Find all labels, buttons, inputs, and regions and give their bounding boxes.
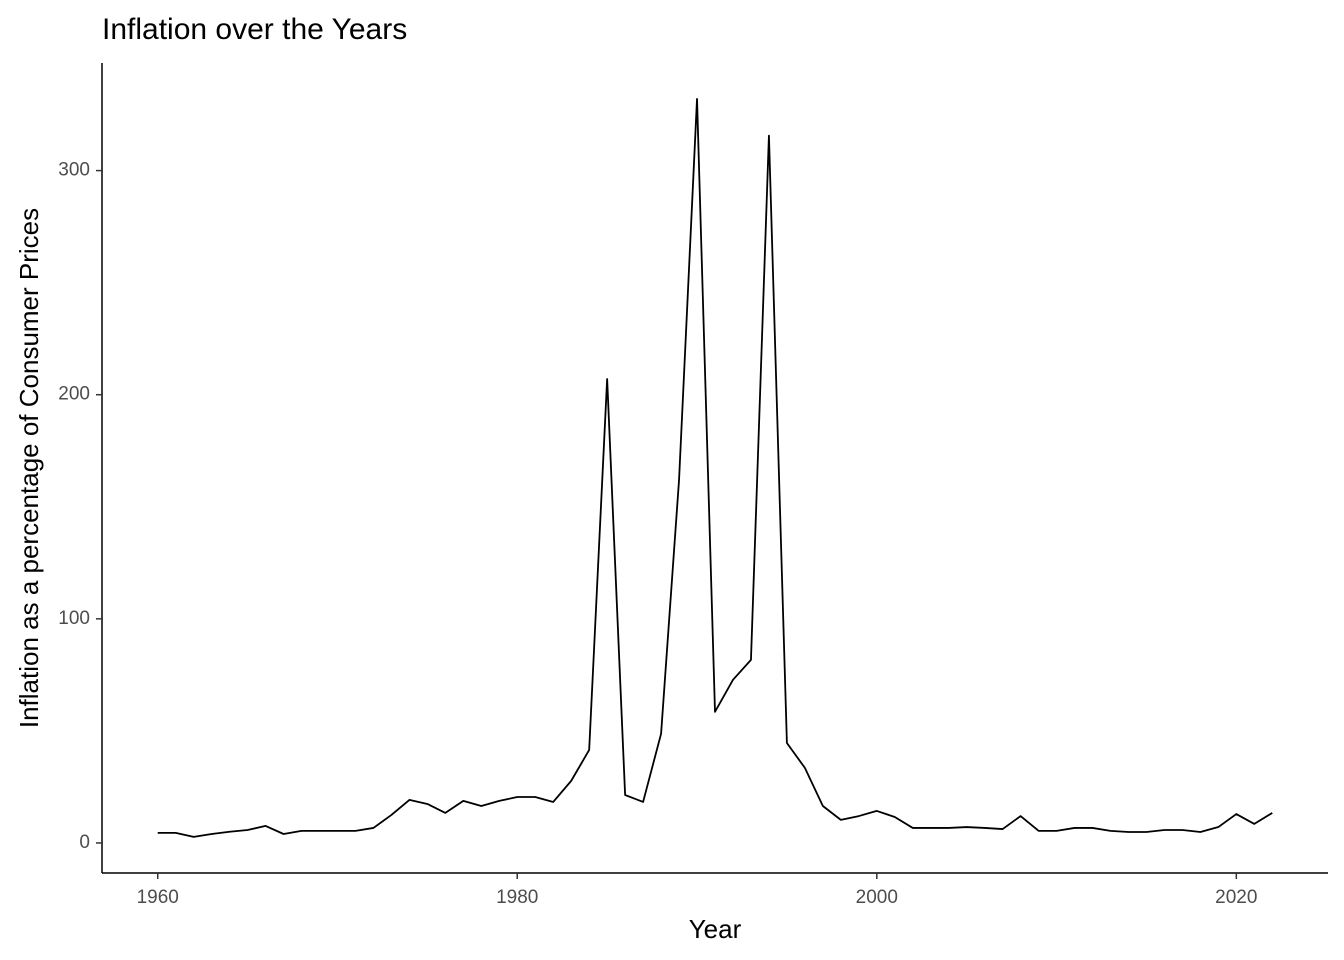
x-axis-label: Year [689, 914, 742, 944]
y-tick-label: 200 [58, 384, 90, 405]
x-tick-label: 1980 [496, 887, 538, 908]
data-line [157, 97, 1273, 838]
x-tick-label: 2000 [856, 887, 898, 908]
y-tick-label: 0 [79, 832, 90, 853]
chart-title: Inflation over the Years [102, 13, 407, 46]
y-tick-label: 100 [58, 608, 90, 629]
y-tick-label: 300 [58, 160, 90, 181]
x-tick-label: 1960 [137, 887, 179, 908]
x-tick-label: 2020 [1215, 887, 1257, 908]
y-axis-label: Inflation as a percentage of Consumer Pr… [14, 208, 44, 728]
